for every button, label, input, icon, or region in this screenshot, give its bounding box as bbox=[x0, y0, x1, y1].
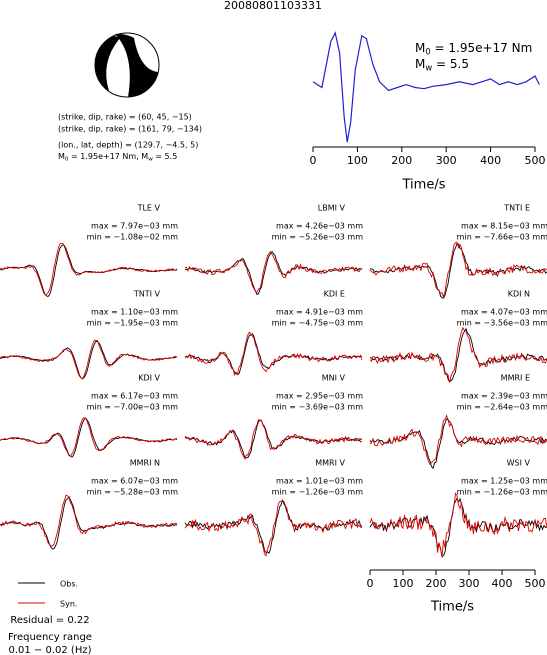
station-max: max = 1.01e−03 mm bbox=[276, 477, 363, 486]
source-line: (lon., lat, depth) = (129.7, −4.5, 5) bbox=[58, 141, 198, 150]
station-min: min = −1.26e−03 mm bbox=[272, 488, 364, 497]
waveform-trace bbox=[369, 243, 547, 299]
station-max: max = 2.95e−03 mm bbox=[276, 392, 363, 401]
legend-syn: Syn. bbox=[60, 600, 77, 609]
waveform-trace bbox=[0, 244, 178, 298]
waveform-trace bbox=[369, 418, 547, 470]
text-part: M bbox=[58, 152, 65, 161]
station-min: min = −7.00e−03 mm bbox=[87, 403, 179, 412]
title: 20080801103331 bbox=[224, 0, 322, 12]
station-name: LBMI V bbox=[318, 204, 346, 213]
text-part: M bbox=[415, 41, 425, 55]
x-axis-label: Time/s bbox=[430, 600, 474, 615]
station-min: min = −2.64e−03 mm bbox=[457, 403, 547, 412]
x-tick-label: 300 bbox=[436, 154, 457, 167]
station-min: min = −7.66e−03 mm bbox=[457, 233, 547, 242]
stf-line bbox=[312, 31, 540, 143]
waveform-trace bbox=[184, 331, 363, 376]
station-max: max = 6.07e−03 mm bbox=[91, 477, 178, 486]
x-tick-label: 300 bbox=[459, 577, 480, 590]
waveform-trace bbox=[369, 241, 547, 299]
station-name: MMRI N bbox=[130, 459, 160, 468]
waveform-trace bbox=[369, 492, 547, 558]
station-name: TLE V bbox=[137, 204, 161, 213]
waveform-trace bbox=[184, 332, 363, 375]
residual: Residual = 0.22 bbox=[10, 615, 89, 626]
station-min: min = −3.56e−03 mm bbox=[457, 319, 547, 328]
station-name: WSI V bbox=[507, 459, 531, 468]
station-max: max = 4.26e−03 mm bbox=[276, 222, 363, 231]
waveform-trace bbox=[369, 327, 547, 383]
waveform-trace bbox=[369, 414, 547, 466]
station-name: MNI V bbox=[322, 374, 346, 383]
x-tick-label: 0 bbox=[310, 154, 317, 167]
station-min: min = −5.26e−03 mm bbox=[272, 233, 364, 242]
annotation-mw: Mw = 5.5 bbox=[415, 57, 469, 73]
freq: 0.01 − 0.02 (Hz) bbox=[8, 645, 91, 655]
text-part: = 5.5 bbox=[432, 57, 469, 71]
station-max: max = 4.07e−03 mm bbox=[461, 308, 547, 317]
waveform-trace bbox=[184, 250, 363, 293]
waveform-trace bbox=[369, 497, 547, 557]
text-part: M bbox=[415, 57, 425, 71]
subscript: w bbox=[148, 156, 153, 162]
waveform-trace bbox=[184, 500, 362, 557]
station-name: KDI E bbox=[324, 290, 345, 299]
station-max: max = 4.91e−03 mm bbox=[276, 308, 363, 317]
subscript: 0 bbox=[425, 46, 430, 56]
station-min: min = −3.69e−03 mm bbox=[272, 403, 364, 412]
source-line: (strike, dip, rake) = (161, 79, −134) bbox=[58, 125, 202, 134]
station-name: KDI V bbox=[138, 374, 160, 383]
station-min: min = −1.08e−02 mm bbox=[87, 233, 179, 242]
station-max: max = 1.25e−03 mm bbox=[461, 477, 547, 486]
station-name: MMRI E bbox=[501, 374, 530, 383]
station-name: KDI N bbox=[508, 290, 530, 299]
x-tick-label: 0 bbox=[367, 577, 374, 590]
waveform-trace bbox=[0, 495, 178, 550]
station-name: TNTI E bbox=[503, 204, 530, 213]
waveform-trace bbox=[369, 326, 547, 383]
x-tick-label: 500 bbox=[525, 154, 546, 167]
waveform-trace bbox=[184, 250, 363, 296]
station-name: TNTI V bbox=[133, 290, 161, 299]
station-max: max = 6.17e−03 mm bbox=[91, 392, 178, 401]
station-min: min = −1.26e−03 mm bbox=[457, 488, 547, 497]
waveform-trace bbox=[0, 339, 178, 380]
legend-obs: Obs. bbox=[60, 580, 78, 589]
text-part: = 5.5 bbox=[153, 152, 178, 161]
annotation-m0: M0 = 1.95e+17 Nm bbox=[415, 41, 532, 57]
station-max: max = 8.15e−03 mm bbox=[461, 222, 547, 231]
station-max: max = 1.10e−03 mm bbox=[91, 308, 178, 317]
waveform-trace bbox=[0, 494, 178, 547]
x-tick-label: 400 bbox=[492, 577, 513, 590]
x-tick-label: 100 bbox=[347, 154, 368, 167]
station-min: min = −4.75e−03 mm bbox=[272, 319, 364, 328]
subscript: 0 bbox=[65, 156, 69, 162]
freq-title: Frequency range bbox=[8, 632, 92, 643]
beachball bbox=[94, 32, 160, 98]
waveform-trace bbox=[0, 242, 178, 296]
x-tick-label: 400 bbox=[480, 154, 501, 167]
x-axis-label: Time/s bbox=[402, 178, 446, 193]
station-name: MMRI V bbox=[315, 459, 345, 468]
waveform-trace bbox=[184, 418, 363, 460]
station-min: min = −5.28e−03 mm bbox=[87, 488, 179, 497]
source-line: (strike, dip, rake) = (60, 45, −15) bbox=[58, 113, 192, 122]
x-tick-label: 200 bbox=[426, 577, 447, 590]
station-max: max = 2.39e−03 mm bbox=[461, 392, 547, 401]
moment-line: M0 = 1.95e+17 Nm, Mw = 5.5 bbox=[58, 152, 177, 162]
x-tick-label: 200 bbox=[391, 154, 412, 167]
subscript: w bbox=[425, 62, 432, 72]
waveform-trace bbox=[0, 417, 178, 457]
station-max: max = 7.97e−03 mm bbox=[91, 222, 178, 231]
x-tick-label: 500 bbox=[525, 577, 546, 590]
text-part: = 1.95e+17 Nm, M bbox=[68, 152, 148, 161]
text-part: = 1.95e+17 Nm bbox=[431, 41, 533, 55]
station-min: min = −1.95e−03 mm bbox=[87, 319, 179, 328]
x-tick-label: 100 bbox=[393, 577, 414, 590]
